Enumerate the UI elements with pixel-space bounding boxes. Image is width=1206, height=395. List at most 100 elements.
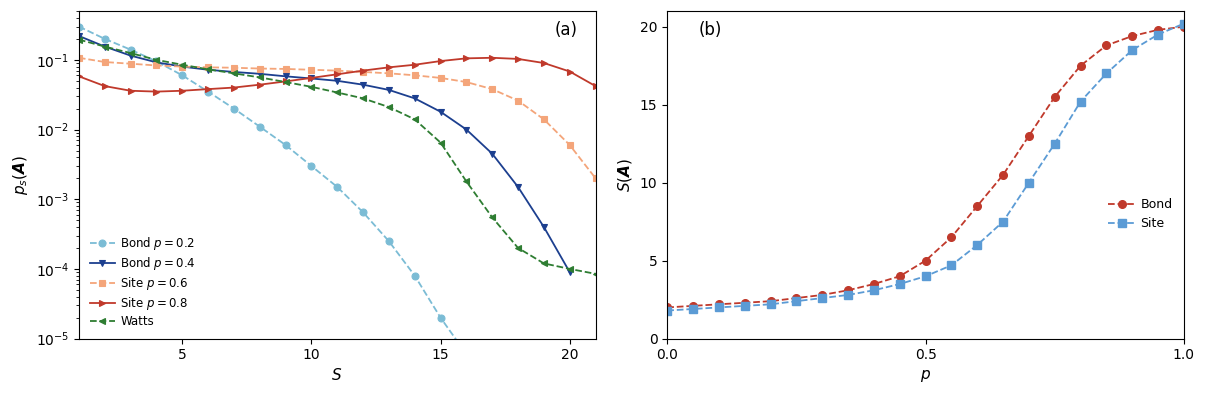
Line: Watts: Watts [76,36,599,277]
Bond $p = 0.4$ [304,76,318,81]
Site $p = 0.8$ [98,84,112,88]
Bond [1021,134,1036,138]
Site [841,293,855,297]
Site [867,288,882,293]
Site $p = 0.8$ [589,84,603,88]
Site [1021,180,1036,185]
Watts [227,71,241,76]
Site [996,219,1011,224]
Bond $p = 0.4$ [381,88,396,92]
Site $p = 0.8$ [356,68,370,73]
Bond $p = 0.2$ [201,89,216,94]
Site [738,303,753,308]
Site $p = 0.6$ [408,73,422,78]
Bond $p = 0.2$ [150,59,164,64]
Bond [712,302,726,307]
Site $p = 0.8$ [537,61,551,66]
Bond $p = 0.2$ [98,36,112,41]
Site $p = 0.6$ [356,70,370,74]
Y-axis label: $p_s(\boldsymbol{A})$: $p_s(\boldsymbol{A})$ [11,155,30,195]
Bond $p = 0.2$ [459,352,474,356]
Line: Site $p = 0.6$: Site $p = 0.6$ [76,54,599,182]
Watts [304,85,318,89]
Bond $p = 0.2$ [71,24,86,29]
Bond $p = 0.4$ [150,60,164,65]
Watts [175,62,189,67]
Bond $p = 0.2$ [381,239,396,244]
Site [1099,71,1113,76]
Bond $p = 0.4$ [175,64,189,69]
Legend: Bond $p = 0.2$, Bond $p = 0.4$, Site $p = 0.6$, Site $p = 0.8$, Watts: Bond $p = 0.2$, Bond $p = 0.4$, Site $p … [84,230,200,333]
Bond [1048,94,1062,99]
Site $p = 0.6$ [433,75,447,80]
Bond $p = 0.4$ [201,68,216,72]
Bond [660,305,674,310]
Site $p = 0.8$ [227,85,241,90]
Site [712,305,726,310]
Site $p = 0.6$ [304,68,318,72]
Bond $p = 0.2$ [304,164,318,168]
Legend: Bond, Site: Bond, Site [1103,193,1177,235]
Bond $p = 0.2$ [252,124,267,129]
Bond $p = 0.4$ [485,151,499,156]
Site $p = 0.6$ [98,60,112,64]
Bond [763,299,778,303]
Watts [71,37,86,42]
Site $p = 0.8$ [408,62,422,67]
Bond $p = 0.4$ [252,71,267,76]
Site $p = 0.8$ [485,55,499,60]
Line: Bond $p = 0.2$: Bond $p = 0.2$ [76,23,470,357]
Bond $p = 0.4$ [511,184,526,189]
Bond $p = 0.4$ [279,74,293,79]
Watts [201,67,216,72]
Watts [279,80,293,85]
Text: (b): (b) [698,21,721,39]
Watts [150,57,164,62]
X-axis label: S: S [333,368,343,383]
Bond $p = 0.2$ [175,73,189,78]
Bond $p = 0.4$ [227,70,241,74]
Site $p = 0.6$ [330,68,345,73]
Site [1048,141,1062,146]
Site $p = 0.8$ [175,88,189,93]
Bond $p = 0.2$ [123,47,137,52]
Watts [98,44,112,49]
Line: Bond $p = 0.4$: Bond $p = 0.4$ [76,32,573,276]
Watts [252,75,267,80]
Bond $p = 0.2$ [408,273,422,278]
Bond $p = 0.4$ [330,79,345,83]
Bond [1073,63,1088,68]
Watts [485,215,499,220]
Watts [433,140,447,145]
Bond $p = 0.4$ [123,53,137,58]
Site $p = 0.6$ [511,98,526,103]
Bond [1151,28,1165,32]
Line: Site: Site [663,20,1188,314]
Site $p = 0.6$ [150,63,164,68]
Site [815,296,830,301]
Site [789,299,803,303]
Site $p = 0.8$ [381,65,396,70]
Site $p = 0.6$ [227,65,241,70]
Bond [686,303,701,308]
Watts [381,105,396,109]
Bond $p = 0.4$ [537,225,551,229]
Site $p = 0.6$ [123,61,137,66]
Site $p = 0.8$ [71,74,86,79]
Site [892,282,907,286]
Bond [918,258,932,263]
Bond [841,288,855,293]
Bond $p = 0.4$ [356,82,370,87]
Bond $p = 0.4$ [98,44,112,49]
Bond [789,296,803,301]
Bond $p = 0.4$ [408,96,422,101]
Watts [459,179,474,184]
Bond $p = 0.2$ [227,106,241,111]
Site $p = 0.6$ [459,80,474,85]
Bond [867,282,882,286]
Watts [123,51,137,55]
Site $p = 0.8$ [459,56,474,61]
Y-axis label: $S(\boldsymbol{A})$: $S(\boldsymbol{A})$ [616,158,634,192]
Text: (a): (a) [555,21,578,39]
Bond $p = 0.4$ [459,127,474,132]
